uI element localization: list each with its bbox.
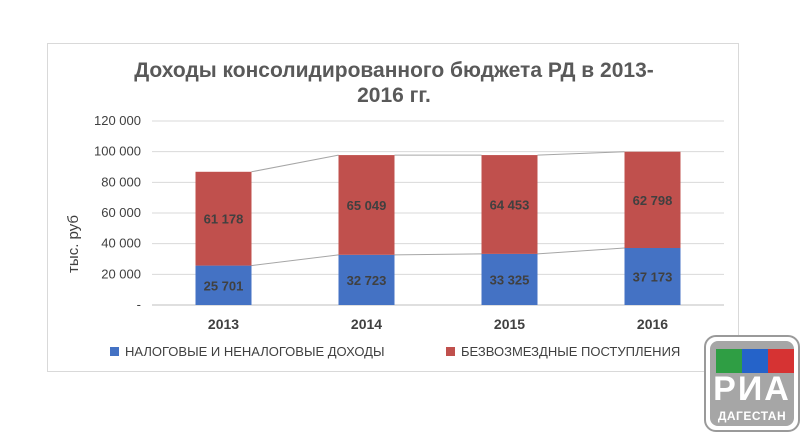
- data-label: 37 173: [633, 270, 673, 285]
- x-category-label: 2013: [208, 316, 239, 332]
- chart-title: Доходы консолидированного бюджета РД в 2…: [134, 59, 654, 107]
- logo-flag-red: [768, 349, 794, 373]
- bar-grants-2014: [338, 155, 395, 255]
- legend-swatch: [446, 347, 455, 356]
- data-label: 64 453: [490, 197, 530, 212]
- x-category-label: 2015: [494, 316, 525, 332]
- chart-svg: Доходы консолидированного бюджета РД в 2…: [65, 59, 724, 359]
- bar-tax-2014: [338, 254, 395, 305]
- y-tick-label: 40 000: [101, 236, 141, 251]
- y-tick-label: 120 000: [94, 113, 141, 128]
- data-label: 25 701: [204, 278, 244, 293]
- series-line: [394, 253, 482, 256]
- bars: [195, 151, 681, 305]
- y-tick-label: 80 000: [101, 174, 141, 189]
- legend: НАЛОГОВЫЕ И НЕНАЛОГОВЫЕ ДОХОДЫ БЕЗВОЗМЕЗД…: [110, 344, 680, 359]
- ria-dagestan-logo: РИА ДАГЕСТАН: [704, 335, 800, 432]
- x-category-label: 2016: [637, 316, 668, 332]
- logo-inner: РИА ДАГЕСТАН: [710, 341, 794, 426]
- legend-label: НАЛОГОВЫЕ И НЕНАЛОГОВЫЕ ДОХОДЫ: [125, 344, 384, 359]
- logo-subtext: ДАГЕСТАН: [717, 409, 787, 423]
- bar-grants-2016: [624, 151, 681, 249]
- y-axis-label: тыс. руб: [65, 215, 82, 273]
- chart-title-line-1: Доходы консолидированного бюджета РД в 2…: [134, 59, 654, 82]
- bar-tax-2016: [624, 248, 681, 305]
- data-label: 61 178: [204, 212, 244, 227]
- series-line: [537, 151, 625, 156]
- series-line: [537, 247, 625, 255]
- bar-tax-2015: [481, 253, 538, 305]
- data-label: 62 798: [633, 193, 673, 208]
- legend-label: БЕЗВОЗМЕЗДНЫЕ ПОСТУПЛЕНИЯ: [461, 344, 680, 359]
- logo-flag-blue: [742, 349, 768, 373]
- data-label: 65 049: [347, 198, 387, 213]
- y-tick-label: 20 000: [101, 266, 141, 281]
- bar-tax-2013: [195, 265, 252, 305]
- data-label: 32 723: [347, 273, 387, 288]
- bar-grants-2015: [481, 155, 538, 254]
- logo-text: РИА: [713, 370, 791, 408]
- y-tick-label: 100 000: [94, 144, 141, 159]
- series-lines: [251, 151, 625, 267]
- x-category-label: 2014: [351, 316, 382, 332]
- chart-frame: Доходы консолидированного бюджета РД в 2…: [47, 43, 739, 372]
- logo-flag-green: [716, 349, 742, 373]
- data-labels: 25 701 61 178 32 723 65 049 33 325 64 453 37 1…: [204, 193, 673, 293]
- series-line: [251, 254, 339, 267]
- y-axis-ticks: - 20 000 40 000 60 000 80 000 100 000 120 000: [94, 113, 141, 312]
- y-tick-label: -: [137, 297, 141, 312]
- x-axis-categories: 2013 2014 2015 2016: [208, 316, 668, 332]
- series-line: [251, 154, 339, 173]
- data-label: 33 325: [490, 272, 530, 287]
- legend-swatch: [110, 347, 119, 356]
- y-tick-label: 60 000: [101, 205, 141, 220]
- chart-title-line-2: 2016 гг.: [357, 84, 431, 107]
- bar-grants-2013: [195, 171, 252, 266]
